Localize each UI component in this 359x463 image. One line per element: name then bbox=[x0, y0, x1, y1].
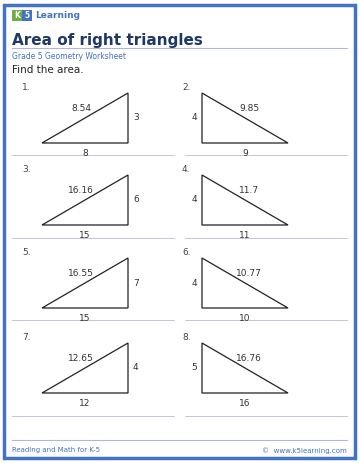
Text: 4: 4 bbox=[191, 113, 197, 123]
Text: 15: 15 bbox=[79, 231, 91, 240]
Text: 8: 8 bbox=[82, 149, 88, 158]
Text: 16.16: 16.16 bbox=[68, 186, 94, 195]
Text: 16.55: 16.55 bbox=[68, 269, 94, 278]
Bar bbox=[22, 10, 32, 21]
Text: 11: 11 bbox=[239, 231, 251, 240]
Text: 5.: 5. bbox=[22, 248, 31, 257]
Text: ©  www.k5learning.com: © www.k5learning.com bbox=[262, 447, 347, 454]
Text: 8.: 8. bbox=[182, 333, 191, 342]
Text: Grade 5 Geometry Worksheet: Grade 5 Geometry Worksheet bbox=[12, 52, 126, 61]
Text: 3: 3 bbox=[133, 113, 139, 123]
Text: 7.: 7. bbox=[22, 333, 31, 342]
Text: 9.85: 9.85 bbox=[239, 104, 259, 113]
Text: 5: 5 bbox=[191, 363, 197, 373]
Text: 15: 15 bbox=[79, 314, 91, 323]
Text: Area of right triangles: Area of right triangles bbox=[12, 33, 203, 48]
Text: 12: 12 bbox=[79, 399, 91, 408]
Text: 6.: 6. bbox=[182, 248, 191, 257]
Text: 7: 7 bbox=[133, 279, 139, 288]
Text: K: K bbox=[14, 11, 20, 20]
Text: 6: 6 bbox=[133, 195, 139, 205]
Text: 10.77: 10.77 bbox=[236, 269, 262, 278]
Text: 4: 4 bbox=[191, 279, 197, 288]
Text: 5: 5 bbox=[24, 11, 29, 20]
Text: 16: 16 bbox=[239, 399, 251, 408]
Text: 16.76: 16.76 bbox=[236, 354, 262, 363]
Text: 4: 4 bbox=[191, 195, 197, 205]
Text: 8.54: 8.54 bbox=[71, 104, 91, 113]
Text: 11.7: 11.7 bbox=[239, 186, 259, 195]
Text: 4.: 4. bbox=[182, 165, 191, 174]
Text: Find the area.: Find the area. bbox=[12, 65, 84, 75]
Text: 2.: 2. bbox=[182, 83, 191, 92]
Text: 10: 10 bbox=[239, 314, 251, 323]
Text: 4: 4 bbox=[133, 363, 139, 373]
Text: 12.65: 12.65 bbox=[68, 354, 94, 363]
Text: 1.: 1. bbox=[22, 83, 31, 92]
Text: 3.: 3. bbox=[22, 165, 31, 174]
Text: 9: 9 bbox=[242, 149, 248, 158]
Text: Reading and Math for K-5: Reading and Math for K-5 bbox=[12, 447, 100, 453]
Bar bbox=[12, 10, 22, 21]
Text: Learning: Learning bbox=[35, 11, 80, 20]
